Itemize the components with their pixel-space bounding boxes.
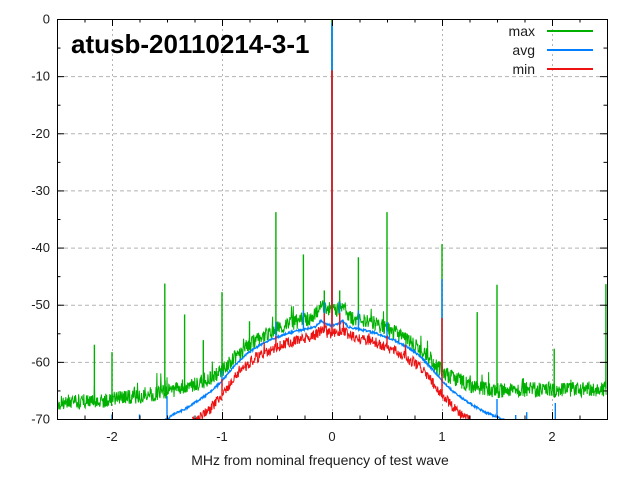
y-tick-label: -60 xyxy=(31,354,50,369)
plot-title: atusb-20110214-3-1 xyxy=(71,29,310,59)
legend-swatch-max xyxy=(547,29,593,32)
legend: max avg min xyxy=(508,22,593,77)
x-tick-label: 1 xyxy=(438,429,445,444)
y-tick-label: -70 xyxy=(31,412,50,427)
series-min xyxy=(192,70,471,419)
legend-label-min: min xyxy=(512,60,535,77)
x-tick-label: 2 xyxy=(548,429,555,444)
tick-labels: 0-10-20-30-40-50-60-70-2 -1 0 1 2 xyxy=(31,12,555,445)
legend-item-avg: avg xyxy=(509,41,593,58)
y-tick-label: -40 xyxy=(31,240,50,255)
y-tick-label: -20 xyxy=(31,126,50,141)
y-tick-label: -10 xyxy=(31,69,50,84)
legend-swatch-min xyxy=(547,67,593,70)
legend-swatch-avg xyxy=(547,48,593,51)
curve-min xyxy=(192,321,471,419)
y-tick-label: -50 xyxy=(31,297,50,312)
legend-label-avg: avg xyxy=(512,41,535,58)
x-tick-label: -2 xyxy=(106,429,118,444)
legend-item-max: max xyxy=(508,22,593,39)
legend-label-max: max xyxy=(508,22,535,39)
x-tick-label: -1 xyxy=(216,429,228,444)
series-avg xyxy=(111,23,556,419)
y-tick-label: -30 xyxy=(31,183,50,198)
legend-item-min: min xyxy=(509,60,593,77)
axes-and-ticks xyxy=(57,19,608,420)
x-axis-label: MHz from nominal frequency of test wave xyxy=(191,452,449,468)
y-tick-label: 0 xyxy=(43,12,50,27)
data-curves xyxy=(57,19,607,419)
x-tick-label: 0 xyxy=(328,429,335,444)
